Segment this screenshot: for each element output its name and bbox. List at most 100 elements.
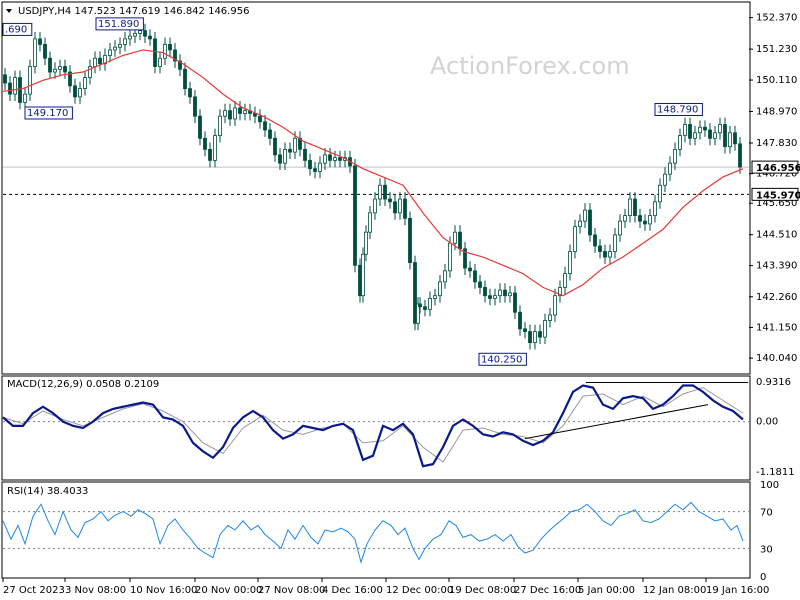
price-annotation: 149.170 <box>27 108 68 119</box>
candle-body <box>333 157 337 161</box>
level-value-label: 146.956 <box>756 163 800 174</box>
candle-body <box>623 215 627 222</box>
candle-body <box>633 198 637 217</box>
candle-body <box>688 124 692 139</box>
candle-body <box>283 148 287 164</box>
candle-body <box>653 201 657 217</box>
time-tick-label: 5 Jan 00:00 <box>578 585 635 596</box>
price-tick-label: 152.370 <box>756 13 797 24</box>
candle-body <box>303 148 307 161</box>
candle-body <box>488 295 492 299</box>
price-tick-label: 140.040 <box>756 353 797 364</box>
candle-body <box>603 251 607 258</box>
candle-body <box>663 173 667 186</box>
candle-body <box>308 159 312 170</box>
candle-body <box>528 331 532 344</box>
price-tick-label: 150.110 <box>756 75 797 86</box>
candle-body <box>448 242 452 272</box>
time-tick-label: 27 Nov 08:00 <box>258 585 325 596</box>
price-annotation: 148.790 <box>657 104 698 115</box>
candle-body <box>23 93 27 103</box>
candle-body <box>398 198 402 214</box>
candle-body <box>593 234 597 247</box>
candle-body <box>323 154 327 164</box>
candle-body <box>213 135 217 161</box>
rsi-tick-label: 30 <box>760 544 773 555</box>
candle-body <box>353 165 357 266</box>
candle-body <box>403 198 407 219</box>
candle-body <box>583 209 587 222</box>
candle-body <box>378 184 382 200</box>
candle-body <box>678 135 682 150</box>
candle-body <box>18 77 22 103</box>
candle-body <box>523 328 527 332</box>
candle-body <box>428 298 432 310</box>
price-tick-label: 146.720 <box>756 169 797 180</box>
rsi-layer <box>2 501 749 564</box>
candle-body <box>373 198 377 214</box>
candle-body <box>293 137 297 153</box>
collapse-triangle-icon[interactable] <box>6 9 12 13</box>
candle-body <box>123 38 127 45</box>
candle-body <box>573 226 577 252</box>
candle-body <box>418 303 422 308</box>
macd-tick-label: 0.00 <box>756 417 778 428</box>
time-tick-label: 20 Nov 00:00 <box>195 585 262 596</box>
time-tick-label: 19 Dec 08:00 <box>449 585 516 596</box>
price-tick-label: 145.650 <box>756 198 797 209</box>
candle-body <box>628 198 632 217</box>
price-annotation-box <box>478 352 527 366</box>
candle-body <box>243 110 247 114</box>
price-annotation-box <box>24 106 73 120</box>
candle-body <box>578 220 582 228</box>
candle-body <box>413 262 417 324</box>
candle-body <box>638 215 642 222</box>
main-title: USDJPY,H4 147.523 147.619 146.842 146.95… <box>18 6 249 17</box>
candle-body <box>568 251 572 274</box>
candle-body <box>473 270 477 283</box>
candle-body <box>558 287 562 297</box>
candle-body <box>613 234 617 252</box>
candle-body <box>648 215 652 225</box>
candle-body <box>83 77 87 89</box>
candle-body <box>193 96 197 117</box>
candle-body <box>228 110 232 120</box>
candle-body <box>138 30 142 34</box>
candle-body <box>128 35 132 40</box>
axis-layer: 152.370 151.230 150.110 148.970 147.830 146.7… <box>2 13 800 596</box>
candle-body <box>263 121 267 131</box>
macd-series-signal <box>2 387 744 463</box>
price-annotation-box <box>2 22 33 36</box>
candle-body <box>233 107 237 120</box>
candle-body <box>68 71 72 87</box>
candle-body <box>548 314 552 321</box>
candle-body <box>698 126 702 134</box>
rsi-title: RSI(14) 38.4033 <box>7 486 88 497</box>
price-tick-label: 144.510 <box>756 230 797 241</box>
candle-body <box>328 154 332 161</box>
time-tick-label: 27 Dec 16:00 <box>514 585 581 596</box>
candle-body <box>288 148 292 153</box>
time-tick-label: 12 Jan 08:00 <box>643 585 706 596</box>
candle-body <box>658 184 662 203</box>
candle-body <box>533 331 537 344</box>
time-tick-label: 10 Nov 16:00 <box>130 585 197 596</box>
candle-body <box>733 132 737 145</box>
candle-body <box>608 251 612 258</box>
rsi-line <box>2 501 744 564</box>
candle-body <box>468 267 472 272</box>
candle-body <box>728 132 732 147</box>
macd-trendline-0 <box>524 404 709 440</box>
candle-body <box>538 331 542 338</box>
candle-body <box>338 157 342 161</box>
candle-body <box>38 38 42 45</box>
candle-body <box>543 320 547 338</box>
price-layer: .690 151.890 149.170 148.790 140.250 <box>2 17 749 366</box>
candle-body <box>158 57 162 67</box>
candle-body <box>108 49 112 56</box>
candle-body <box>503 289 507 297</box>
candle-body <box>358 264 362 297</box>
candle-body <box>98 57 102 65</box>
candle-body <box>738 143 742 168</box>
